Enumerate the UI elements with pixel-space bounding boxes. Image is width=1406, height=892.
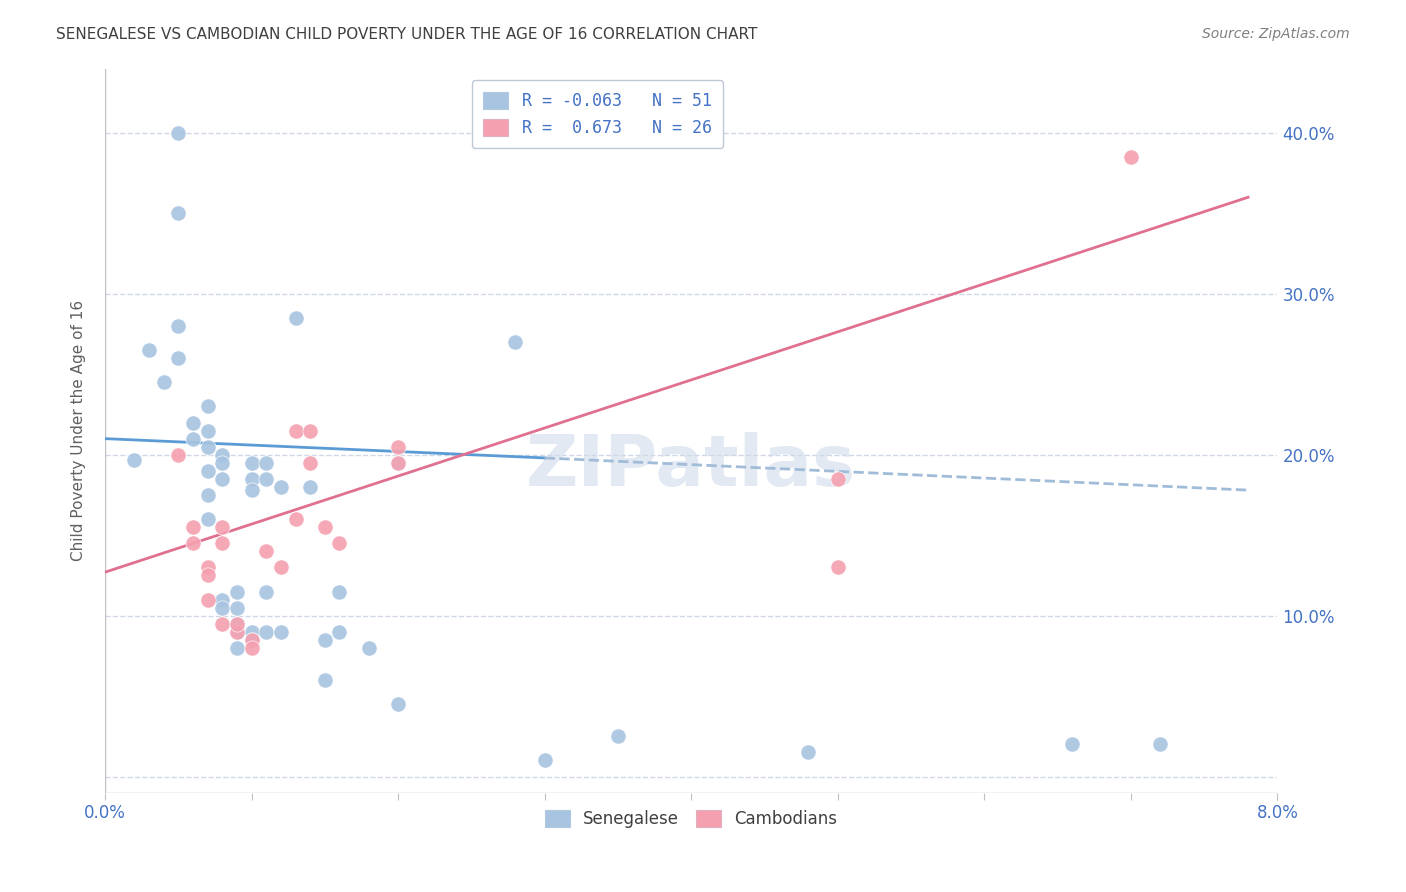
Point [254, 472, 277, 486]
Point [254, 544, 277, 558]
Point [270, 624, 292, 639]
Point [328, 536, 350, 550]
Point [254, 584, 277, 599]
Point [387, 456, 409, 470]
Point [299, 456, 322, 470]
Point [197, 400, 219, 414]
Point [1149, 738, 1171, 752]
Point [533, 754, 555, 768]
Point [211, 456, 233, 470]
Point [197, 440, 219, 454]
Point [827, 472, 849, 486]
Point [181, 520, 204, 534]
Point [240, 456, 263, 470]
Point [240, 640, 263, 655]
Point [181, 416, 204, 430]
Point [284, 424, 307, 438]
Text: SENEGALESE VS CAMBODIAN CHILD POVERTY UNDER THE AGE OF 16 CORRELATION CHART: SENEGALESE VS CAMBODIAN CHILD POVERTY UN… [56, 27, 758, 42]
Point [240, 472, 263, 486]
Point [387, 697, 409, 711]
Point [167, 318, 190, 333]
Point [387, 456, 409, 470]
Point [225, 584, 247, 599]
Point [797, 746, 820, 760]
Point [211, 536, 233, 550]
Point [299, 424, 322, 438]
Point [197, 512, 219, 526]
Point [138, 343, 160, 358]
Point [328, 584, 350, 599]
Point [225, 624, 247, 639]
Text: Source: ZipAtlas.com: Source: ZipAtlas.com [1202, 27, 1350, 41]
Point [197, 424, 219, 438]
Point [505, 334, 527, 349]
Point [1062, 738, 1084, 752]
Point [284, 512, 307, 526]
Point [197, 464, 219, 478]
Point [314, 632, 336, 647]
Point [314, 520, 336, 534]
Point [197, 568, 219, 582]
Point [167, 126, 190, 140]
Point [270, 560, 292, 574]
Point [152, 376, 174, 390]
Text: ZIPatlas: ZIPatlas [526, 433, 856, 501]
Point [211, 520, 233, 534]
Point [1119, 150, 1142, 164]
Point [827, 560, 849, 574]
Point [387, 440, 409, 454]
Point [211, 592, 233, 607]
Point [328, 624, 350, 639]
Point [211, 600, 233, 615]
Point [211, 472, 233, 486]
Point [167, 351, 190, 366]
Point [299, 480, 322, 494]
Point [606, 729, 628, 743]
Point [211, 448, 233, 462]
Point [240, 632, 263, 647]
Point [181, 432, 204, 446]
Point [254, 456, 277, 470]
Point [225, 616, 247, 631]
Point [211, 616, 233, 631]
Legend: Senegalese, Cambodians: Senegalese, Cambodians [538, 804, 844, 835]
Point [225, 600, 247, 615]
Point [284, 310, 307, 325]
Point [167, 206, 190, 220]
Point [225, 616, 247, 631]
Point [240, 483, 263, 497]
Point [197, 488, 219, 502]
Y-axis label: Child Poverty Under the Age of 16: Child Poverty Under the Age of 16 [72, 300, 86, 561]
Point [254, 624, 277, 639]
Point [181, 536, 204, 550]
Point [124, 452, 146, 467]
Point [197, 560, 219, 574]
Point [197, 592, 219, 607]
Point [270, 480, 292, 494]
Point [240, 624, 263, 639]
Point [225, 624, 247, 639]
Point [314, 673, 336, 687]
Point [240, 632, 263, 647]
Point [225, 640, 247, 655]
Point [167, 448, 190, 462]
Point [357, 640, 380, 655]
